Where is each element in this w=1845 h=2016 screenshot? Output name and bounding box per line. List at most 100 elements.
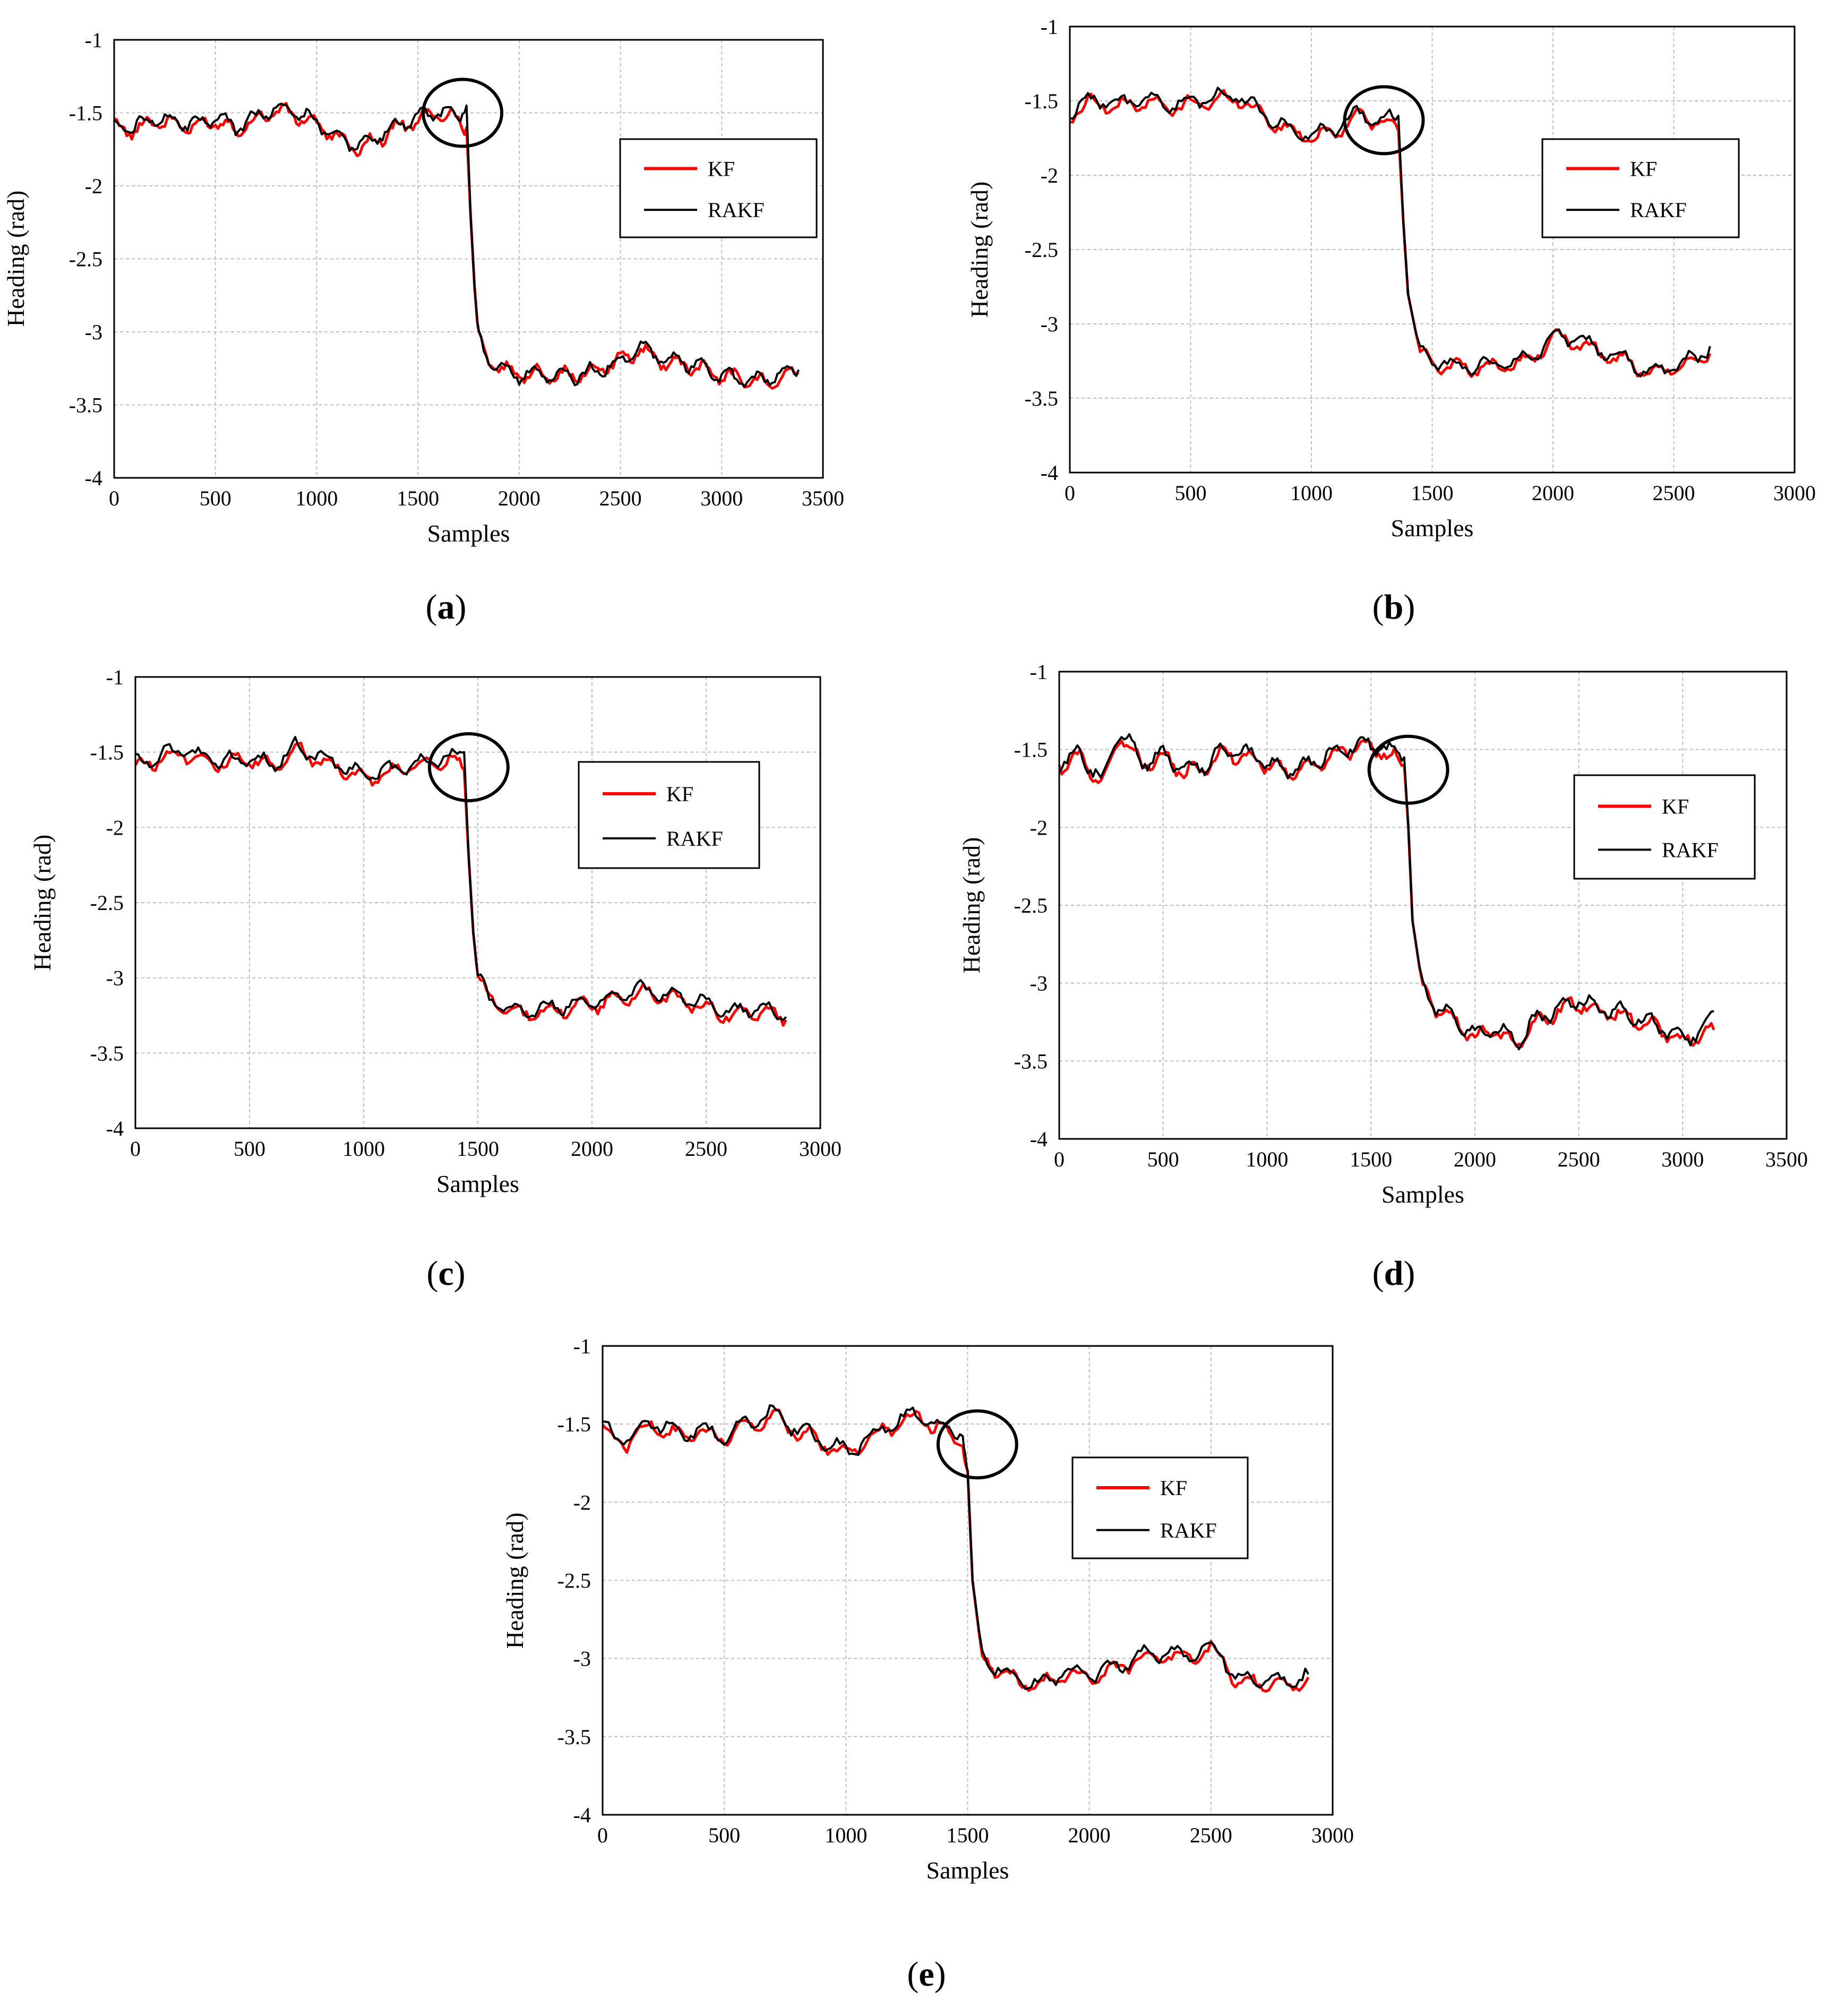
legend-label-kf: KF bbox=[1160, 1476, 1187, 1500]
x-tick-label: 0 bbox=[109, 486, 119, 510]
x-tick-label: 1500 bbox=[1411, 481, 1454, 505]
x-tick-label: 500 bbox=[234, 1137, 265, 1161]
highlight-circle bbox=[1367, 734, 1449, 805]
series-line-rakf bbox=[135, 736, 787, 1022]
x-tick-label: 3500 bbox=[1765, 1147, 1808, 1171]
y-tick-label: -1 bbox=[1030, 660, 1048, 684]
legend-label-kf: KF bbox=[666, 782, 693, 806]
x-axis-label: Samples bbox=[1381, 1181, 1464, 1208]
plot-frame bbox=[113, 39, 824, 479]
legend-label-kf: KF bbox=[1662, 795, 1689, 819]
x-tick-label: 1000 bbox=[295, 486, 338, 510]
y-tick-label: -1 bbox=[106, 665, 124, 689]
legend-label-rakf: RAKF bbox=[666, 827, 723, 851]
y-tick-label: -4 bbox=[1041, 461, 1058, 485]
y-tick-label: -2 bbox=[106, 816, 124, 839]
y-axis-label: Heading (rad) bbox=[966, 182, 993, 318]
highlight-circle bbox=[1343, 85, 1425, 156]
x-tick-label: 0 bbox=[597, 1823, 608, 1847]
y-tick-label: -1 bbox=[573, 1334, 591, 1358]
x-tick-label: 2500 bbox=[599, 486, 642, 510]
x-tick-label: 1000 bbox=[1246, 1147, 1288, 1171]
series-line-rakf bbox=[602, 1404, 1309, 1690]
y-tick-label: -3 bbox=[1030, 972, 1048, 996]
x-tick-label: 2000 bbox=[1068, 1823, 1111, 1847]
x-tick-label: 2500 bbox=[1653, 481, 1695, 505]
y-tick-label: -4 bbox=[1030, 1127, 1048, 1151]
chart-c: 0 500 1000 1500 2000 2500 3000 -1 -1.5 -2 -2.5 -3 -3… bbox=[29, 665, 842, 1293]
x-tick-label: 2500 bbox=[685, 1137, 727, 1161]
highlight-circle bbox=[936, 1409, 1018, 1480]
legend bbox=[619, 138, 818, 238]
chart-d: 0 500 1000 1500 2000 2500 3000 3500 -1 -1.5 -2 -2.5… bbox=[958, 660, 1808, 1293]
x-tick-label: 500 bbox=[1147, 1147, 1179, 1171]
x-tick-label: 2000 bbox=[498, 486, 540, 510]
x-tick-label: 1500 bbox=[1350, 1147, 1392, 1171]
y-axis-label: Heading (rad) bbox=[29, 835, 56, 971]
legend-label-kf: KF bbox=[1630, 157, 1657, 181]
caption: (c) bbox=[426, 1254, 465, 1293]
y-tick-label: -4 bbox=[106, 1117, 124, 1140]
y-axis-label: Heading (rad) bbox=[501, 1513, 528, 1649]
y-tick-label: -2.5 bbox=[1014, 894, 1048, 917]
caption: (d) bbox=[1372, 1254, 1415, 1293]
y-tick-label: -3.5 bbox=[1025, 387, 1058, 410]
legend-label-kf: KF bbox=[708, 157, 735, 181]
x-tick-label: 3000 bbox=[1311, 1823, 1354, 1847]
y-tick-label: -3.5 bbox=[90, 1041, 124, 1065]
x-tick-label: 2000 bbox=[1532, 481, 1574, 505]
caption: (e) bbox=[907, 1955, 946, 1994]
y-tick-label: -1 bbox=[1041, 15, 1058, 39]
legend bbox=[1541, 138, 1740, 238]
caption-letter: d bbox=[1384, 1254, 1404, 1293]
chart-b: 0 500 1000 1500 2000 2500 3000 -1 -1.5 -2 -2.5 -3 -3… bbox=[966, 15, 1816, 627]
series-line-kf bbox=[602, 1408, 1310, 1693]
y-tick-label: -3.5 bbox=[1014, 1049, 1048, 1073]
y-tick-label: -2.5 bbox=[1025, 238, 1058, 262]
x-tick-label: 1000 bbox=[342, 1137, 385, 1161]
y-axis-label: Heading (rad) bbox=[2, 191, 29, 327]
x-tick-label: 1500 bbox=[457, 1137, 499, 1161]
x-tick-label: 3500 bbox=[802, 486, 844, 510]
y-tick-label: -3.5 bbox=[69, 393, 102, 417]
y-tick-label: -3 bbox=[1041, 312, 1058, 336]
caption-letter: e bbox=[919, 1955, 934, 1994]
x-tick-label: 2500 bbox=[1558, 1147, 1600, 1171]
y-tick-label: -2.5 bbox=[557, 1569, 591, 1593]
y-tick-label: -3 bbox=[106, 966, 124, 990]
y-tick-label: -1.5 bbox=[557, 1412, 591, 1436]
x-axis-label: Samples bbox=[1391, 514, 1474, 542]
series-line-rakf bbox=[113, 102, 800, 388]
x-tick-label: 1000 bbox=[1290, 481, 1333, 505]
legend-label-rakf: RAKF bbox=[1662, 838, 1719, 862]
plot-frame bbox=[1058, 671, 1788, 1140]
caption-letter: b bbox=[1384, 588, 1404, 627]
series-line-rakf bbox=[1058, 733, 1714, 1051]
highlight-circle bbox=[427, 732, 510, 802]
x-tick-label: 0 bbox=[1054, 1147, 1065, 1171]
x-tick-label: 500 bbox=[200, 486, 231, 510]
y-tick-label: -3.5 bbox=[557, 1725, 591, 1749]
y-tick-label: -2 bbox=[573, 1490, 591, 1514]
x-tick-label: 1500 bbox=[397, 486, 439, 510]
y-tick-label: -1.5 bbox=[1014, 738, 1048, 762]
legend-label-rakf: RAKF bbox=[1630, 198, 1687, 222]
legend bbox=[1573, 774, 1756, 880]
y-tick-label: -2 bbox=[1030, 816, 1048, 839]
legend bbox=[1071, 1456, 1249, 1559]
y-tick-label: -1.5 bbox=[90, 741, 124, 765]
plot-area bbox=[135, 677, 820, 1128]
series-line-rakf bbox=[1069, 87, 1711, 378]
chart-a: 0 500 1000 1500 2000 2500 3000 3500 -1 -1.5 -2 -2.5… bbox=[2, 28, 844, 627]
legend-label-rakf: RAKF bbox=[1160, 1519, 1217, 1542]
x-tick-label: 1500 bbox=[947, 1823, 989, 1847]
caption-letter: c bbox=[438, 1254, 453, 1293]
x-tick-label: 3000 bbox=[1661, 1147, 1704, 1171]
y-tick-label: -2 bbox=[1041, 164, 1058, 187]
x-tick-label: 3000 bbox=[799, 1137, 842, 1161]
x-axis-label: Samples bbox=[427, 520, 510, 547]
x-tick-label: 3000 bbox=[700, 486, 743, 510]
y-tick-label: -3 bbox=[573, 1647, 591, 1671]
y-tick-label: -2.5 bbox=[90, 891, 124, 915]
